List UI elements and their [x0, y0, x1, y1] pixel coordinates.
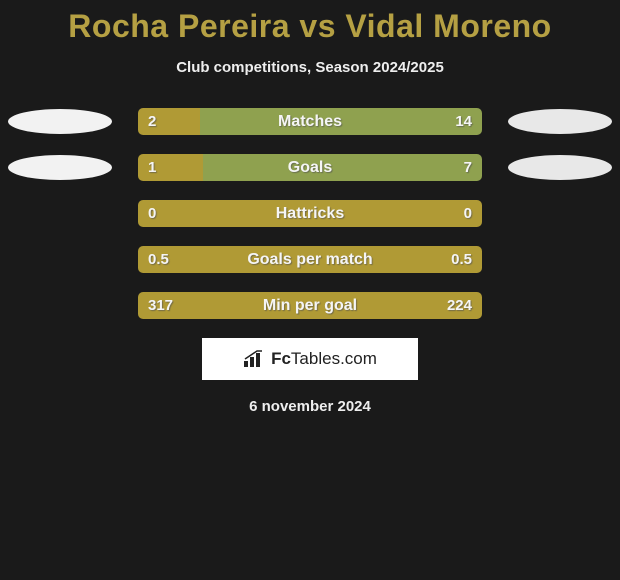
stat-left-value: 2	[148, 108, 156, 135]
stat-row: 1 Goals 7	[0, 154, 620, 181]
stat-left-value: 0.5	[148, 246, 169, 273]
stat-left-value: 317	[148, 292, 173, 319]
bar-track	[138, 200, 482, 227]
badge-text: FcTables.com	[271, 349, 377, 369]
comparison-infographic: Rocha Pereira vs Vidal Moreno Club compe…	[0, 8, 620, 415]
bar-track	[138, 154, 482, 181]
bar-track	[138, 292, 482, 319]
stat-row: 317 Min per goal 224	[0, 292, 620, 319]
player-right-ellipse	[508, 109, 612, 134]
stat-right-value: 0	[464, 200, 472, 227]
stat-row: 0 Hattricks 0	[0, 200, 620, 227]
stats-chart: 2 Matches 14 1 Goals 7 0 Hattricks 0	[0, 108, 620, 319]
stat-right-value: 224	[447, 292, 472, 319]
stat-right-value: 14	[455, 108, 472, 135]
page-title: Rocha Pereira vs Vidal Moreno	[0, 8, 620, 45]
bar-track	[138, 246, 482, 273]
bar-left	[138, 200, 482, 227]
bar-left	[138, 246, 482, 273]
bar-right	[203, 154, 482, 181]
bar-left	[138, 292, 482, 319]
stat-right-value: 0.5	[451, 246, 472, 273]
bar-track	[138, 108, 482, 135]
date-line: 6 november 2024	[0, 398, 620, 415]
bar-chart-icon	[243, 350, 265, 368]
stat-left-value: 1	[148, 154, 156, 181]
player-left-ellipse	[8, 155, 112, 180]
player-right-ellipse	[508, 155, 612, 180]
stat-row: 0.5 Goals per match 0.5	[0, 246, 620, 273]
subtitle: Club competitions, Season 2024/2025	[0, 59, 620, 76]
badge-brand-strong: Fc	[271, 349, 291, 368]
bar-right	[200, 108, 482, 135]
player-left-ellipse	[8, 109, 112, 134]
stat-left-value: 0	[148, 200, 156, 227]
stat-row: 2 Matches 14	[0, 108, 620, 135]
stat-right-value: 7	[464, 154, 472, 181]
badge-brand-rest: Tables.com	[291, 349, 377, 368]
fctables-badge: FcTables.com	[202, 338, 418, 380]
